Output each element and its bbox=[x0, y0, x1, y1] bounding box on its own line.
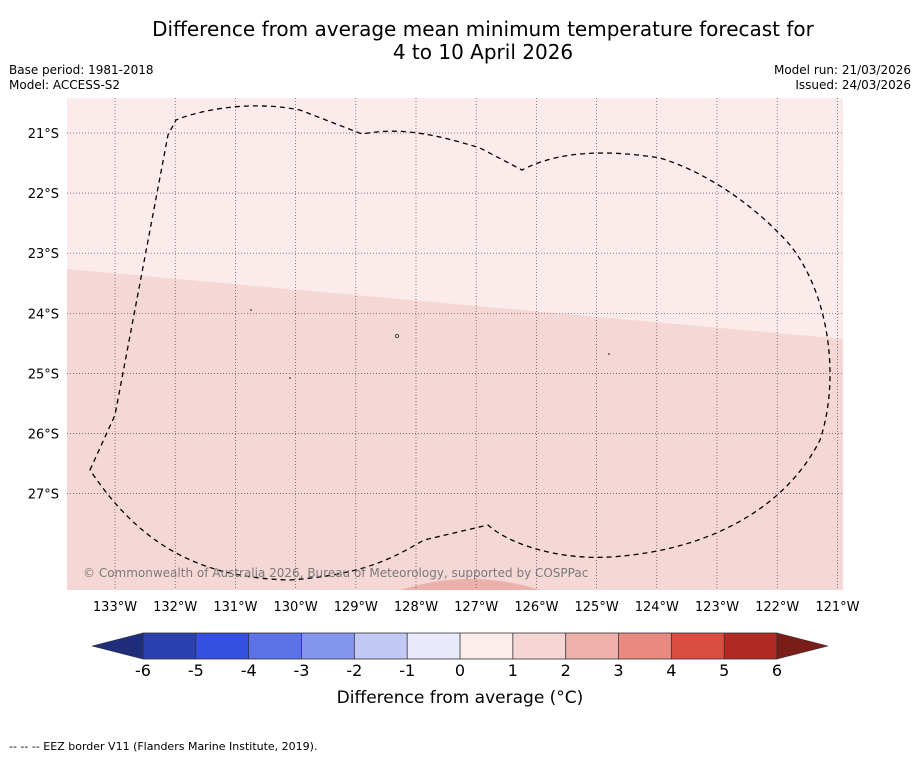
title-line-1: Difference from average mean minimum tem… bbox=[152, 17, 814, 41]
colorbar-tick-label: 4 bbox=[666, 661, 676, 680]
lat-label: 26°S bbox=[28, 428, 59, 443]
colorbar-over-arrow bbox=[776, 632, 829, 660]
longitude-labels: 133°W 132°W 131°W 130°W 129°W 128°W 127°W 126°W… bbox=[93, 600, 860, 615]
colorbar-bin bbox=[565, 633, 619, 659]
lon-label: 124°W bbox=[635, 600, 679, 615]
colorbar-tick-label: 6 bbox=[772, 661, 782, 680]
colorbar-bin bbox=[618, 633, 672, 659]
latitude-labels: 21°S 22°S 23°S 24°S 25°S 26°S 27°S bbox=[28, 127, 59, 503]
lon-label: 125°W bbox=[575, 600, 619, 615]
colorbar-bin bbox=[671, 633, 725, 659]
lon-label: 128°W bbox=[394, 600, 438, 615]
graticule bbox=[67, 98, 843, 590]
region-1-2 bbox=[67, 269, 843, 590]
model-run: Model run: 21/03/2026 bbox=[773, 63, 911, 77]
lon-label: 130°W bbox=[274, 600, 318, 615]
lon-label: 129°W bbox=[334, 600, 378, 615]
colorbar: -6 -5 -4 -3 -2 -1 0 1 2 3 4 5 6 bbox=[91, 632, 829, 680]
lon-label: 132°W bbox=[153, 600, 197, 615]
lat-label: 21°S bbox=[28, 127, 59, 142]
copyright-text: © Commonwealth of Australia 2026, Bureau… bbox=[83, 566, 588, 580]
lon-label: 131°W bbox=[213, 600, 257, 615]
island-2 bbox=[394, 333, 399, 338]
issued-date: Issued: 24/03/2026 bbox=[795, 78, 911, 92]
lon-label: 123°W bbox=[695, 600, 739, 615]
title-line-2: 4 to 10 April 2026 bbox=[392, 40, 574, 64]
colorbar-under-arrow bbox=[91, 632, 144, 660]
colorbar-tick-label: -4 bbox=[241, 661, 257, 680]
lon-label: 126°W bbox=[514, 600, 558, 615]
lat-label: 27°S bbox=[28, 488, 59, 503]
lat-label: 22°S bbox=[28, 187, 59, 202]
colorbar-bin bbox=[248, 633, 302, 659]
base-period: Base period: 1981-2018 bbox=[9, 63, 154, 77]
meta-right: Model run: 21/03/2026 Issued: 24/03/2026 bbox=[774, 63, 911, 93]
region-2-3 bbox=[400, 579, 540, 590]
chart-title: Difference from average mean minimum tem… bbox=[0, 18, 919, 64]
colorbar-tick-label: -2 bbox=[346, 661, 362, 680]
lon-label: 121°W bbox=[815, 600, 859, 615]
island-4 bbox=[289, 377, 291, 379]
colorbar-bin bbox=[512, 633, 566, 659]
colorbar-bin bbox=[143, 633, 196, 659]
colorbar-tick-label: -5 bbox=[188, 661, 204, 680]
lon-label: 127°W bbox=[454, 600, 498, 615]
colorbar-tick-label: -6 bbox=[135, 661, 151, 680]
colorbar-bin bbox=[724, 633, 777, 659]
colorbar-label: Difference from average (°C) bbox=[336, 688, 584, 708]
lat-label: 23°S bbox=[28, 247, 59, 262]
island-1 bbox=[250, 309, 252, 311]
colorbar-bin bbox=[301, 633, 355, 659]
eez-border bbox=[89, 105, 831, 581]
colorbar-tick-label: 5 bbox=[719, 661, 729, 680]
colorbar-bin bbox=[460, 633, 513, 659]
lat-label: 25°S bbox=[28, 367, 59, 382]
colorbar-bin bbox=[354, 633, 408, 659]
colorbar-tick-label: -1 bbox=[399, 661, 415, 680]
lon-label: 122°W bbox=[755, 600, 799, 615]
colorbar-tick-label: -3 bbox=[294, 661, 310, 680]
lat-label: 24°S bbox=[28, 307, 59, 322]
colorbar-tick-label: 1 bbox=[508, 661, 518, 680]
footer-legend: -- -- -- EEZ border V11 (Flanders Marine… bbox=[9, 740, 318, 753]
lon-label: 133°W bbox=[93, 600, 137, 615]
model-name: Model: ACCESS-S2 bbox=[9, 78, 121, 92]
colorbar-tick-label: 0 bbox=[455, 661, 465, 680]
island-3 bbox=[608, 353, 610, 355]
meta-left: Base period: 1981-2018 Model: ACCESS-S2 bbox=[9, 63, 154, 93]
colorbar-bin bbox=[195, 633, 249, 659]
colorbar-tick-label: 3 bbox=[613, 661, 623, 680]
colorbar-tick-label: 2 bbox=[561, 661, 571, 680]
map-plot-area: © Commonwealth of Australia 2026, Bureau… bbox=[67, 98, 843, 590]
colorbar-bin bbox=[407, 633, 460, 659]
